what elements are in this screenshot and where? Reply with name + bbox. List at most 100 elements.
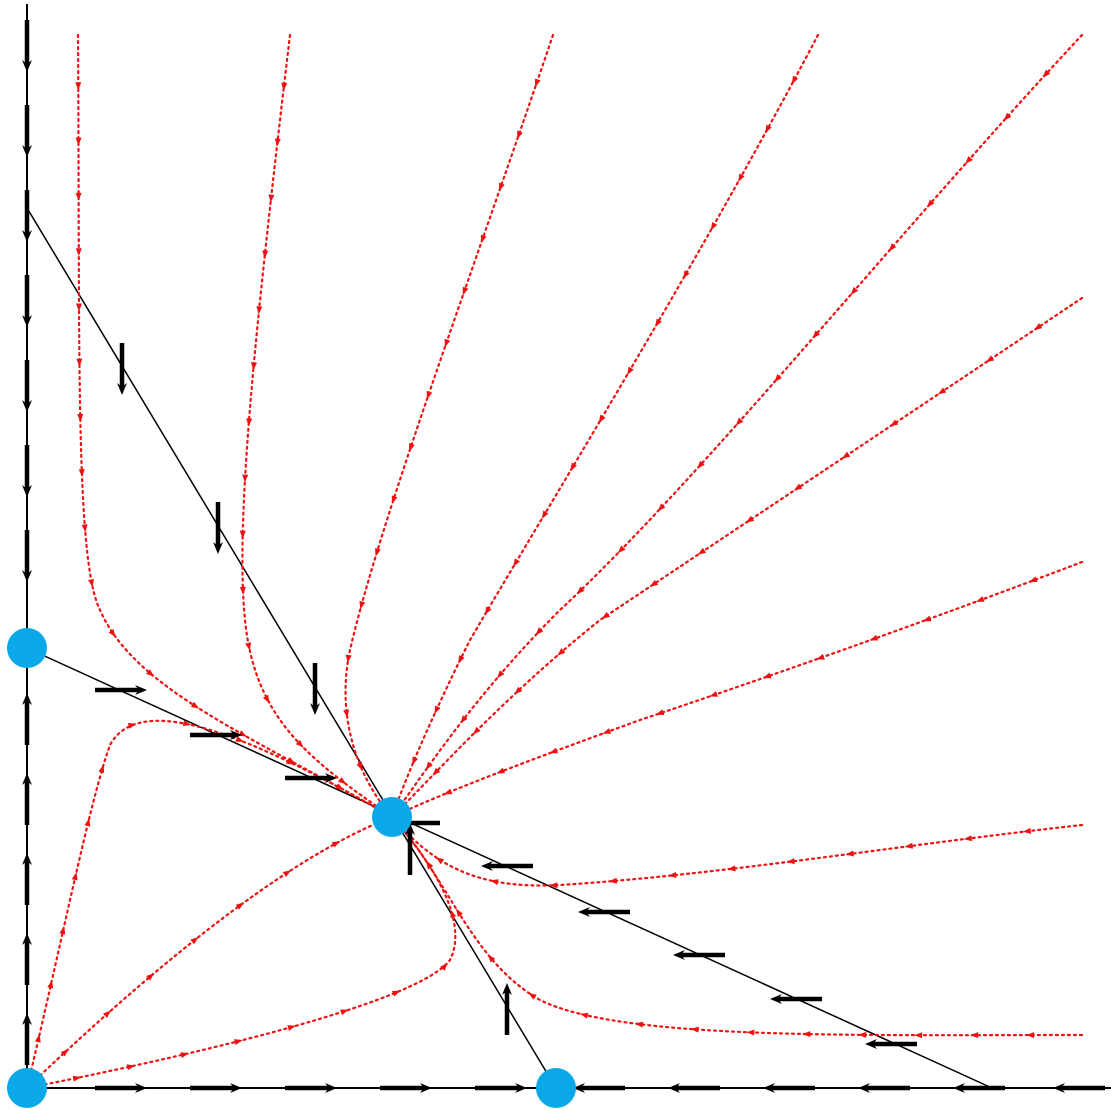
direction-arrow-y-axis-down: [22, 20, 32, 72]
trajectory-10: [25, 719, 394, 1090]
direction-arrow-y-axis-down: [22, 105, 32, 157]
direction-arrow-y-axis-down: [22, 360, 32, 412]
direction-arrow-nullcline-left: [673, 950, 725, 960]
trajectory-arrowhead: [774, 374, 782, 383]
trajectory-arrowhead: [602, 728, 612, 734]
direction-arrows: [22, 20, 1105, 1093]
trajectory-arrowhead: [904, 842, 913, 849]
trajectory-arrowhead: [256, 306, 263, 315]
trajectory-arrowhead: [345, 654, 352, 663]
trajectory-arrowhead: [497, 670, 505, 679]
direction-arrow-y-axis-down: [22, 530, 32, 582]
direction-arrow-x-axis-right: [95, 1083, 147, 1093]
direction-arrow-x-axis-left: [573, 1083, 625, 1093]
trajectory-arrowhead: [426, 390, 433, 400]
equilibrium-origin: [7, 1068, 47, 1108]
trajectory-arrowhead: [727, 865, 736, 872]
trajectory-arrowhead: [239, 530, 246, 539]
trajectory-arrowhead: [1026, 1032, 1035, 1039]
trajectory-arrowhead: [391, 990, 401, 997]
trajectory-arrowhead: [60, 1048, 69, 1057]
trajectory-arrowhead: [557, 648, 566, 656]
trajectory-arrowhead: [655, 318, 662, 327]
direction-arrow-nullcline-right: [95, 685, 147, 695]
trajectory-arrowhead: [549, 882, 558, 889]
trajectory-11: [25, 815, 394, 1090]
trajectory-arrowhead: [579, 1012, 589, 1019]
trajectory-2: [241, 33, 394, 819]
trajectory-arrowhead: [490, 879, 499, 886]
direction-arrow-y-axis-up: [22, 853, 32, 905]
trajectory-arrowhead: [262, 250, 269, 259]
direction-arrow-nullcline-left: [578, 907, 630, 917]
direction-arrow-nullcline-right: [285, 773, 337, 783]
trajectory-arrowhead: [697, 547, 707, 555]
trajectory-arrowhead: [408, 443, 415, 452]
trajectory-arrowhead: [472, 726, 481, 735]
trajectory-arrowhead: [75, 192, 82, 201]
trajectory-arrowhead: [608, 877, 618, 884]
x-nullcline-line: [26, 207, 557, 1089]
trajectory-arrowhead: [765, 124, 772, 134]
trajectory-arrowhead: [1003, 112, 1012, 121]
trajectory-arrowhead: [480, 234, 487, 244]
trajectory-arrowhead: [78, 469, 85, 478]
trajectory-arrowhead: [295, 739, 304, 748]
trajectory-arrowhead: [76, 358, 83, 367]
trajectory-arrowhead: [287, 1025, 296, 1031]
trajectory-arrowhead: [812, 330, 821, 339]
trajectory-arrowhead: [845, 850, 854, 857]
equilibrium-y-axis: [7, 628, 47, 668]
trajectory-arrowhead: [487, 954, 496, 963]
direction-arrow-nullcline-down: [213, 502, 223, 554]
trajectory-arrowhead: [601, 611, 611, 619]
trajectory-arrowhead: [246, 418, 253, 427]
trajectory-arrowhead: [986, 355, 995, 363]
trajectory-arrowhead: [285, 758, 295, 765]
trajectory-arrowhead: [735, 417, 744, 426]
direction-arrow-x-axis-right: [475, 1083, 527, 1093]
direction-arrow-nullcline-right: [190, 730, 242, 740]
trajectory-arrowhead: [108, 628, 116, 638]
trajectory-arrowhead: [1034, 323, 1043, 331]
trajectory-arrowhead: [914, 1032, 923, 1039]
trajectory-arrowhead: [425, 761, 433, 770]
trajectory-arrowhead: [791, 75, 799, 85]
trajectory-arrowhead: [103, 1010, 111, 1019]
axes: [26, 4, 1111, 1089]
trajectory-arrowhead: [444, 338, 451, 348]
trajectory-arrowhead: [331, 841, 341, 848]
direction-arrow-nullcline-up: [405, 823, 415, 875]
trajectory-arrowhead: [235, 902, 244, 910]
trajectory-arrowhead: [617, 545, 626, 554]
direction-arrow-nullcline-left: [481, 861, 533, 871]
trajectory-arrowhead: [709, 691, 718, 697]
trajectory-arrowhead: [282, 870, 292, 878]
trajectory-arrowhead: [146, 669, 155, 677]
direction-arrow-y-axis-down: [22, 190, 32, 242]
trajectory-arrowhead: [710, 221, 718, 231]
trajectory-arrowheads: [34, 69, 1051, 1082]
direction-arrow-nullcline-up: [502, 983, 512, 1035]
trajectory-arrowhead: [34, 1034, 41, 1043]
trajectory-arrowhead: [72, 1075, 82, 1082]
direction-arrow-x-axis-right: [190, 1083, 242, 1093]
trajectory-arrowhead: [888, 243, 897, 252]
trajectory-arrowhead: [598, 414, 606, 424]
trajectory-arrowhead: [869, 634, 879, 641]
trajectory-arrowhead: [75, 303, 82, 312]
trajectory-arrowhead: [335, 783, 344, 790]
trajectory-arrowhead: [458, 655, 465, 664]
equilibrium-interior: [372, 797, 412, 837]
trajectory-arrowhead: [338, 777, 347, 785]
trajectory-arrowhead: [1029, 576, 1038, 582]
trajectory-arrowhead: [340, 1009, 349, 1016]
trajectory-arrowhead: [391, 495, 398, 504]
trajectory-arrowhead: [71, 872, 78, 881]
direction-arrow-y-axis-up: [22, 693, 32, 745]
trajectory-arrowhead: [802, 1031, 811, 1038]
direction-arrow-x-axis-right: [380, 1083, 432, 1093]
trajectory-arrowhead: [922, 615, 932, 622]
